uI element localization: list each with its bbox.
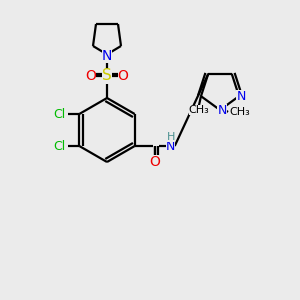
Text: O: O — [118, 69, 128, 83]
Text: N: N — [102, 49, 112, 63]
Text: CH₃: CH₃ — [189, 105, 209, 115]
Text: N: N — [217, 103, 227, 116]
Text: O: O — [149, 155, 160, 169]
Text: CH₃: CH₃ — [230, 107, 250, 117]
Text: S: S — [102, 68, 112, 83]
Text: N: N — [166, 140, 175, 152]
Text: N: N — [236, 90, 246, 103]
Text: Cl: Cl — [53, 140, 65, 152]
Text: H: H — [167, 132, 175, 142]
Text: O: O — [85, 69, 96, 83]
Text: Cl: Cl — [53, 107, 65, 121]
